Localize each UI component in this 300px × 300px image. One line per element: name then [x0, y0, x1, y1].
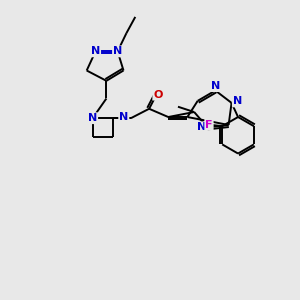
Text: N: N [233, 96, 242, 106]
Text: N: N [91, 46, 100, 56]
Text: N: N [113, 46, 122, 56]
Text: F: F [205, 120, 213, 130]
Text: N: N [119, 112, 128, 122]
Text: N: N [211, 81, 220, 91]
Text: O: O [153, 90, 163, 100]
Text: N: N [88, 113, 97, 123]
Text: N: N [197, 122, 206, 132]
